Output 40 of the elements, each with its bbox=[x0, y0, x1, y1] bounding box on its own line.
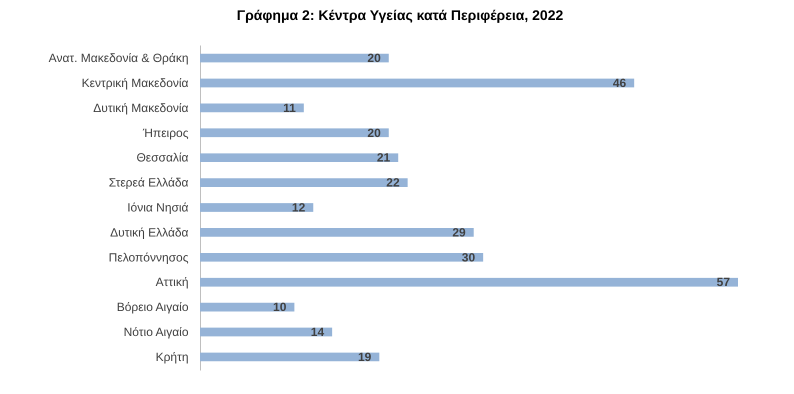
bar bbox=[200, 104, 304, 112]
y-tick-label: Δυτική Ελλάδα bbox=[110, 225, 189, 240]
y-tick-label: Πελοπόννησος bbox=[108, 250, 189, 264]
bar bbox=[200, 302, 294, 312]
bar bbox=[200, 178, 408, 187]
data-label: 20 bbox=[367, 126, 382, 140]
y-tick-label: Ανατ. Μακεδονία & Θράκη bbox=[48, 51, 188, 66]
bar bbox=[200, 252, 484, 262]
data-label: 19 bbox=[358, 350, 372, 364]
data-label: 57 bbox=[716, 275, 730, 290]
chart-title: Γράφημα 2: Κέντρα Υγείας κατά Περιφέρεια, 2022 bbox=[236, 7, 564, 23]
y-tick-label: Ήπειρος bbox=[142, 126, 189, 140]
bar bbox=[200, 352, 380, 362]
y-tick-label: Θεσσαλία bbox=[136, 150, 189, 165]
data-label: 20 bbox=[367, 51, 382, 66]
bar bbox=[200, 328, 332, 336]
y-tick-label: Νότιο Αιγαίο bbox=[124, 325, 189, 340]
bar bbox=[200, 54, 389, 62]
data-label: 14 bbox=[310, 325, 324, 340]
bar bbox=[200, 78, 634, 88]
data-label: 21 bbox=[376, 150, 391, 165]
y-tick-label: Αττική bbox=[156, 275, 188, 290]
bar bbox=[200, 128, 389, 138]
data-label: 29 bbox=[452, 225, 466, 240]
data-label: 11 bbox=[283, 100, 296, 115]
y-tick-label: Κρήτη bbox=[156, 350, 188, 364]
data-label: 22 bbox=[386, 176, 400, 190]
bar bbox=[200, 278, 738, 287]
y-tick-label: Βόρειο Αιγαίο bbox=[116, 300, 189, 314]
bar bbox=[200, 228, 474, 237]
bar bbox=[200, 203, 314, 212]
y-tick-label: Ιόνια Νησιά bbox=[127, 200, 189, 214]
y-tick-label: Δυτική Μακεδονία bbox=[93, 100, 189, 115]
y-tick-label: Στερεά Ελλάδα bbox=[108, 176, 189, 190]
data-label: 10 bbox=[273, 300, 287, 314]
data-label: 30 bbox=[462, 250, 476, 264]
data-label: 12 bbox=[292, 200, 306, 214]
y-tick-label: Κεντρική Μακεδονία bbox=[82, 76, 189, 90]
bar bbox=[200, 153, 398, 162]
data-label: 46 bbox=[612, 76, 626, 90]
